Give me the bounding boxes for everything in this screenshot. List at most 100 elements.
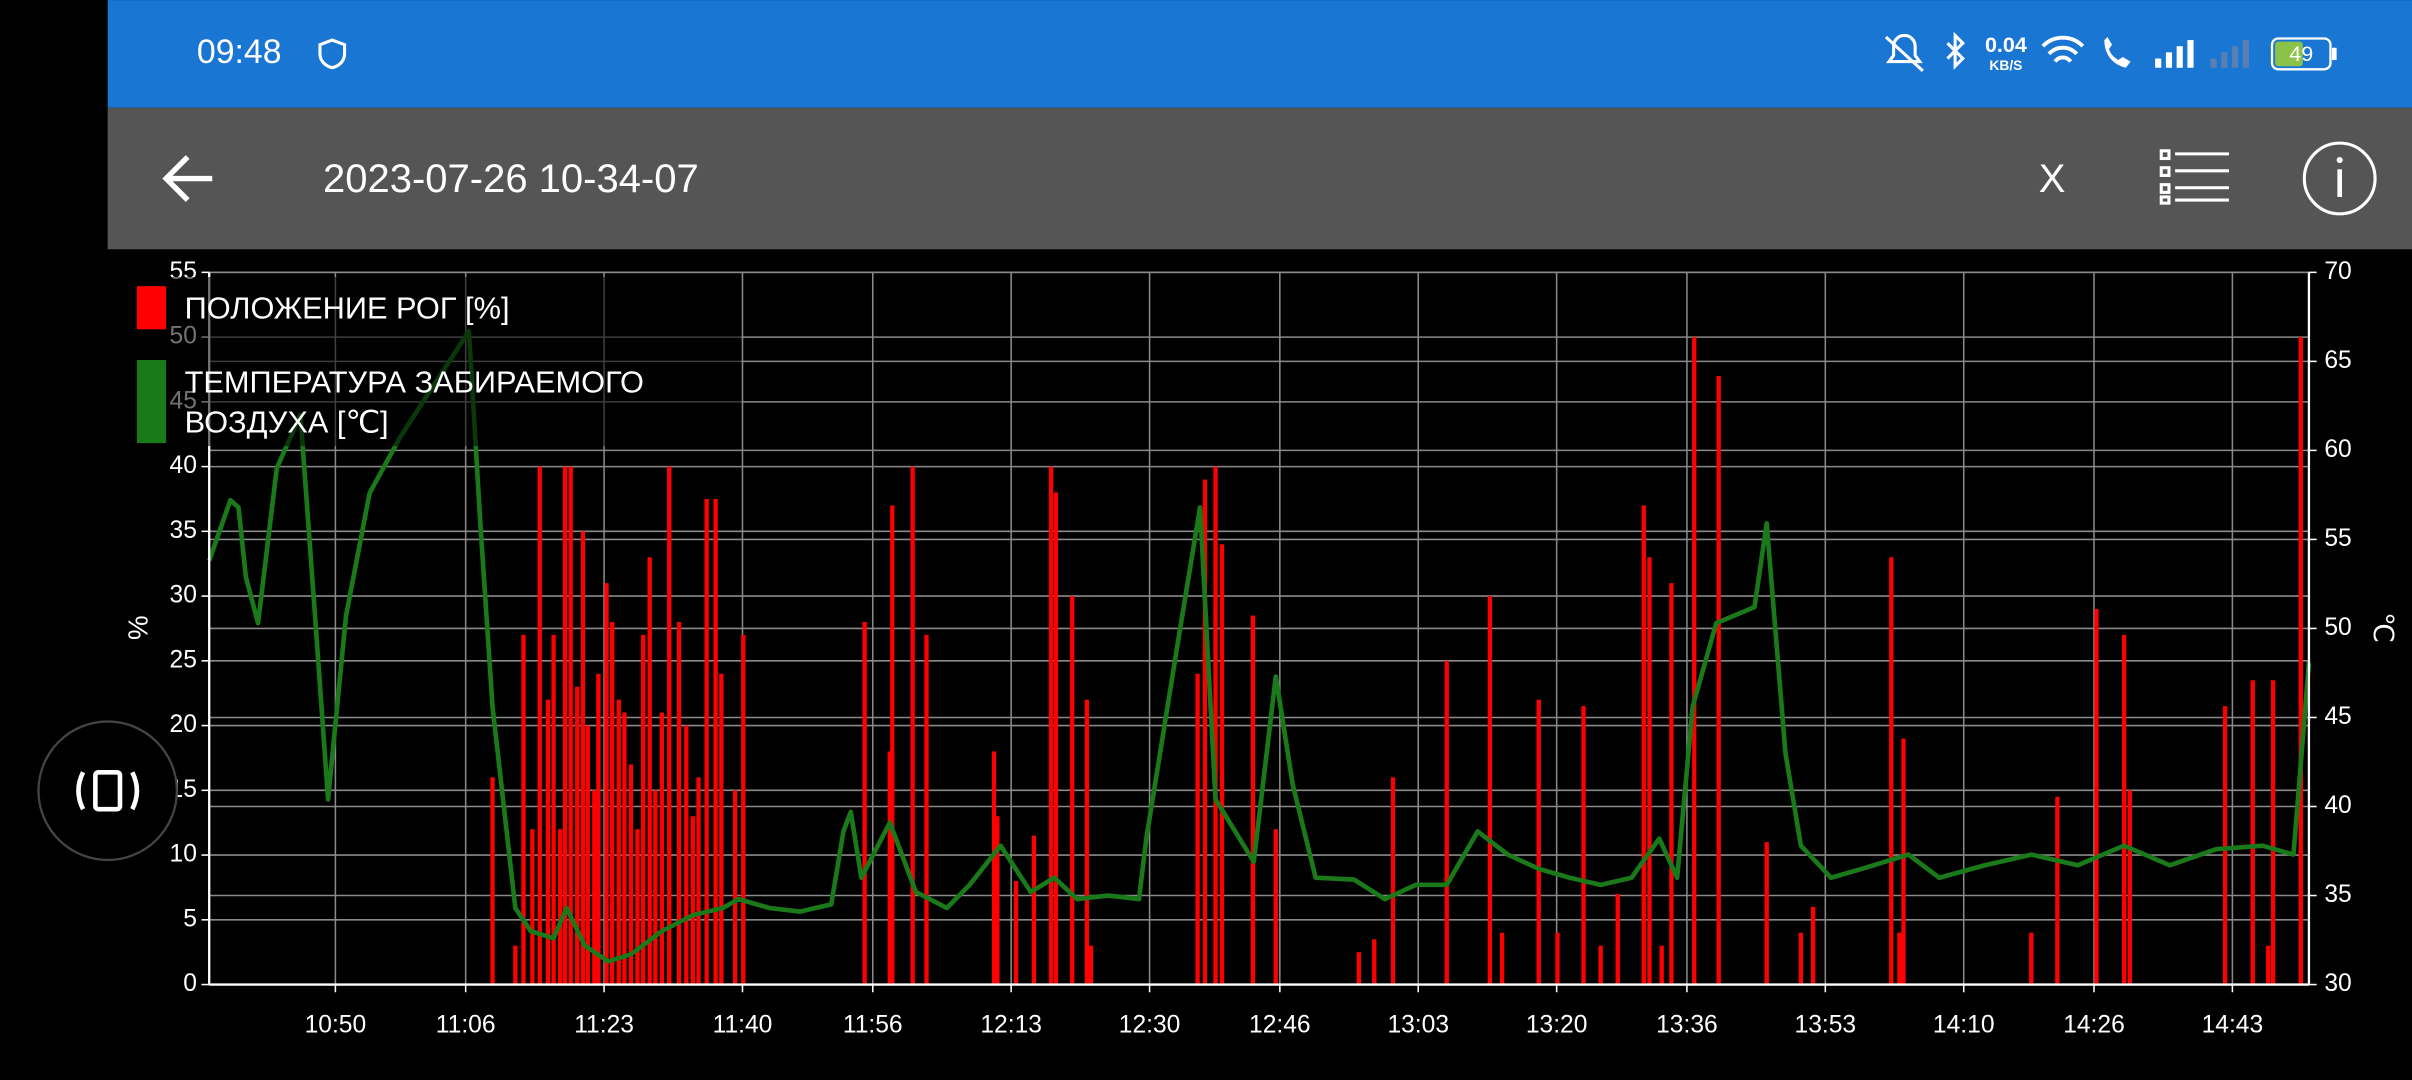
- bar: [2094, 609, 2099, 985]
- legend-background: [129, 276, 742, 447]
- bar: [887, 751, 892, 985]
- bar: [490, 777, 495, 985]
- bar: [2298, 337, 2303, 985]
- y-axis-label: %: [122, 615, 153, 640]
- bar: [1273, 829, 1278, 985]
- bar: [557, 829, 563, 985]
- x-tick-label: 11:06: [436, 1012, 496, 1039]
- bar: [1810, 906, 1816, 985]
- x-tick-label: 12:13: [980, 1012, 1042, 1039]
- info-button[interactable]: [2302, 141, 2377, 216]
- bar: [580, 531, 586, 985]
- y-tick-label: 35: [170, 517, 197, 544]
- bar: [568, 466, 573, 985]
- list-button[interactable]: [2159, 149, 2229, 205]
- bar: [995, 816, 1000, 985]
- bar: [2270, 680, 2276, 985]
- x-tick-label: 11:23: [574, 1012, 634, 1039]
- bar: [1536, 699, 1541, 985]
- y2-tick-label: 55: [2324, 525, 2351, 552]
- bar: [2055, 796, 2060, 985]
- bar: [596, 673, 601, 985]
- bar: [2029, 932, 2034, 985]
- bar: [1213, 466, 1218, 985]
- bar: [1048, 466, 1054, 985]
- status-bar: [107, 0, 2412, 108]
- x-tick-label: 12:46: [1249, 1012, 1311, 1039]
- y2-tick-label: 30: [2324, 970, 2351, 997]
- bar: [862, 621, 867, 985]
- bar: [635, 829, 640, 985]
- bar: [696, 777, 701, 985]
- y2-tick-label: 45: [2324, 703, 2351, 730]
- bar: [513, 945, 518, 985]
- rotate-button[interactable]: [37, 720, 179, 862]
- bar: [604, 583, 609, 985]
- bar: [1692, 337, 1697, 985]
- x-tick-label: 10:50: [305, 1012, 367, 1039]
- bar: [537, 466, 542, 985]
- y2-tick-label: 65: [2324, 347, 2351, 374]
- bar: [575, 686, 580, 985]
- back-button[interactable]: [162, 155, 213, 202]
- close-button[interactable]: X: [2039, 157, 2066, 201]
- bar: [1641, 505, 1646, 985]
- bar: [1889, 557, 1894, 985]
- y-tick-label: 40: [170, 452, 197, 479]
- bars: [490, 337, 2303, 985]
- bar: [713, 498, 718, 985]
- legend-swatch: [136, 360, 167, 444]
- bar: [1013, 880, 1019, 985]
- bar: [647, 557, 652, 985]
- bar: [1088, 945, 1094, 985]
- bar: [684, 725, 689, 985]
- bar: [521, 634, 526, 985]
- bar: [2222, 706, 2228, 985]
- battery-level: 49: [2289, 42, 2313, 66]
- bar: [676, 621, 682, 985]
- bar: [562, 466, 568, 985]
- bar: [641, 634, 646, 985]
- y2-tick-label: 60: [2324, 436, 2351, 463]
- bar: [704, 498, 709, 985]
- y-tick-label: 0: [183, 970, 197, 997]
- bar: [1031, 835, 1037, 985]
- bar: [1053, 492, 1059, 985]
- bar: [890, 505, 895, 985]
- bar: [1356, 952, 1361, 985]
- bar: [1669, 583, 1674, 985]
- x-tick-label: 11:56: [843, 1012, 903, 1039]
- bar: [1487, 596, 1493, 985]
- y2-tick-label: 50: [2324, 614, 2351, 641]
- bar: [1372, 939, 1377, 985]
- x-tick-label: 13:03: [1387, 1012, 1449, 1039]
- bar: [1659, 945, 1664, 985]
- bar: [610, 621, 615, 985]
- bar: [2266, 945, 2271, 985]
- bar: [1764, 842, 1769, 985]
- y-tick-label: 5: [183, 905, 197, 932]
- legend-entry: ТЕМПЕРАТУРА ЗАБИРАЕМОГО ВОЗДУХА [℃]: [185, 366, 644, 440]
- x-tick-label: 14:26: [2063, 1012, 2125, 1039]
- bar: [2250, 680, 2255, 985]
- bar: [1581, 706, 1586, 985]
- bar: [616, 699, 621, 985]
- bar: [1798, 932, 1804, 985]
- bar: [592, 790, 597, 985]
- toolbar: [107, 107, 2412, 250]
- bar: [690, 816, 695, 985]
- bar: [667, 466, 672, 985]
- x-tick-label: 14:43: [2202, 1012, 2264, 1039]
- y-tick-label: 10: [170, 841, 197, 868]
- net-speed-unit: KB/S: [1989, 57, 2022, 73]
- legend-entry: ПОЛОЖЕНИЕ РОГ [%]: [185, 292, 510, 326]
- bar: [1390, 777, 1396, 985]
- bar: [733, 790, 738, 985]
- bar: [1202, 479, 1208, 985]
- bar: [1716, 375, 1721, 985]
- x-tick-label: 11:40: [713, 1012, 773, 1039]
- bar: [1499, 932, 1505, 985]
- bar: [628, 764, 634, 985]
- bar: [924, 634, 929, 985]
